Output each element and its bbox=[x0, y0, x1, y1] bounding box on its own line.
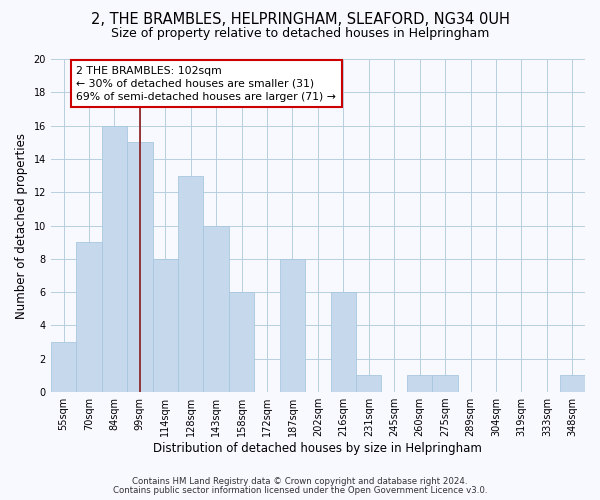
Text: Size of property relative to detached houses in Helpringham: Size of property relative to detached ho… bbox=[111, 28, 489, 40]
Bar bbox=[331, 292, 356, 392]
X-axis label: Distribution of detached houses by size in Helpringham: Distribution of detached houses by size … bbox=[154, 442, 482, 455]
Bar bbox=[152, 259, 178, 392]
Bar bbox=[356, 376, 382, 392]
Text: Contains public sector information licensed under the Open Government Licence v3: Contains public sector information licen… bbox=[113, 486, 487, 495]
Bar bbox=[203, 226, 229, 392]
Bar bbox=[560, 376, 585, 392]
Bar bbox=[76, 242, 101, 392]
Bar bbox=[178, 176, 203, 392]
Text: 2 THE BRAMBLES: 102sqm
← 30% of detached houses are smaller (31)
69% of semi-det: 2 THE BRAMBLES: 102sqm ← 30% of detached… bbox=[76, 66, 336, 102]
Bar bbox=[127, 142, 152, 392]
Bar bbox=[433, 376, 458, 392]
Bar bbox=[229, 292, 254, 392]
Bar bbox=[280, 259, 305, 392]
Bar bbox=[407, 376, 433, 392]
Y-axis label: Number of detached properties: Number of detached properties bbox=[15, 132, 28, 318]
Bar bbox=[101, 126, 127, 392]
Bar bbox=[51, 342, 76, 392]
Text: Contains HM Land Registry data © Crown copyright and database right 2024.: Contains HM Land Registry data © Crown c… bbox=[132, 477, 468, 486]
Text: 2, THE BRAMBLES, HELPRINGHAM, SLEAFORD, NG34 0UH: 2, THE BRAMBLES, HELPRINGHAM, SLEAFORD, … bbox=[91, 12, 509, 28]
